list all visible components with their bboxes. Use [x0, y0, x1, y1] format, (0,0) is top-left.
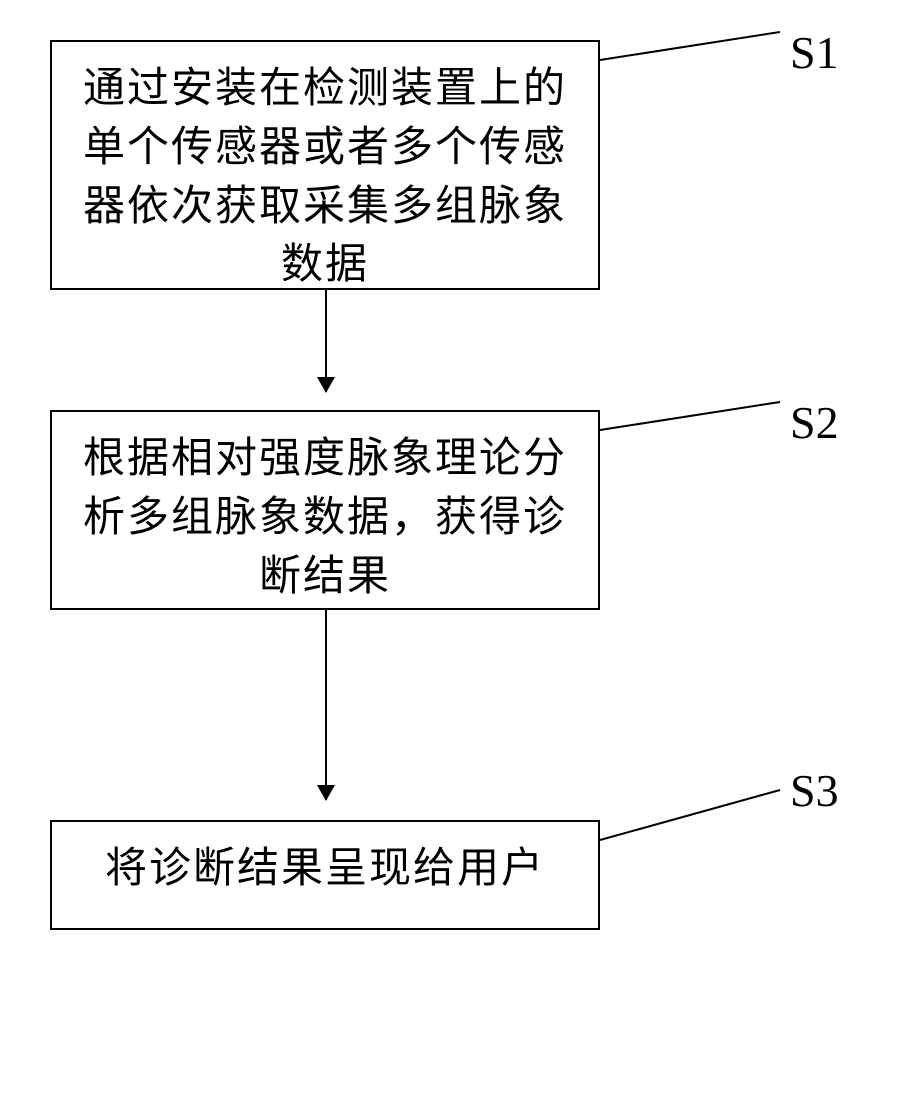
label-s3: S3 [790, 764, 839, 817]
label-s2: S2 [790, 396, 839, 449]
box-text-s2: 根据相对强度脉象理论分析多组脉象数据，获得诊断结果 [72, 430, 578, 606]
flow-box-s1: 通过安装在检测装置上的单个传感器或者多个传感器依次获取采集多组脉象数据 [50, 40, 600, 290]
label-s1: S1 [790, 26, 839, 79]
arrow-s2-s3 [325, 610, 327, 800]
callout-line-s3 [600, 780, 800, 860]
arrow-s1-s2 [325, 290, 327, 392]
flow-box-s2: 根据相对强度脉象理论分析多组脉象数据，获得诊断结果 [50, 410, 600, 610]
callout-line-s2 [600, 410, 800, 470]
box-text-s1: 通过安装在检测装置上的单个传感器或者多个传感器依次获取采集多组脉象数据 [72, 60, 578, 295]
callout-line-s1 [600, 40, 800, 100]
box-text-s3: 将诊断结果呈现给用户 [72, 840, 578, 899]
flow-box-s3: 将诊断结果呈现给用户 [50, 820, 600, 930]
